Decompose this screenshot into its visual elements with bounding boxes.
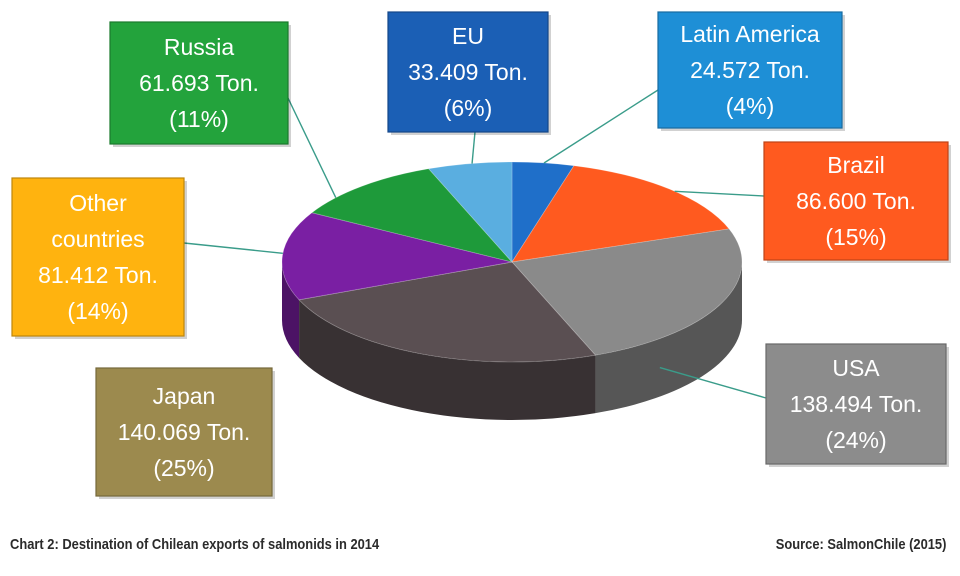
leader-line-eu: [471, 131, 476, 164]
leader-line-russia: [287, 97, 337, 199]
label-box-text-brazil-0: Brazil: [827, 152, 885, 178]
leader-line-latin-america: [543, 89, 659, 164]
label-box-text-latin-america-2: (4%): [726, 93, 775, 119]
leader-line-brazil: [674, 190, 765, 197]
label-box-text-usa-0: USA: [832, 355, 880, 381]
label-box-text-japan-2: (25%): [153, 455, 214, 481]
label-box-text-japan-0: Japan: [153, 383, 216, 409]
label-box-text-other-countries-2: 81.412 Ton.: [38, 262, 158, 288]
label-box-text-latin-america-0: Latin America: [680, 21, 820, 47]
label-box-eu: EU 33.409 Ton. (6%): [387, 11, 551, 135]
label-box-text-eu-0: EU: [452, 23, 484, 49]
chart-source: Source: SalmonChile (2015): [775, 536, 946, 553]
label-box-brazil: Brazil 86.600 Ton. (15%): [763, 141, 951, 263]
label-box-text-russia-1: 61.693 Ton.: [139, 70, 259, 96]
pie-slice-latin-america: [511, 161, 575, 264]
pie-side-usa: [595, 262, 742, 414]
label-box-japan: Japan 140.069 Ton. (25%): [95, 367, 275, 499]
leader-line-usa: [659, 366, 767, 399]
label-box-text-eu-2: (6%): [444, 95, 493, 121]
label-boxes: Russia 61.693 Ton. (11%) EU 33.409 Ton. (6%) L…: [11, 11, 951, 499]
pie-slice-brazil: [511, 165, 730, 263]
label-box-latin-america: Latin America 24.572 Ton. (4%): [657, 11, 845, 131]
pie-top: [281, 161, 743, 363]
label-box-text-other-countries-1: countries: [51, 226, 144, 252]
label-box-usa: USA 138.494 Ton. (24%): [765, 343, 949, 467]
label-box-text-latin-america-1: 24.572 Ton.: [690, 57, 810, 83]
pie-side: [282, 262, 742, 420]
label-box-text-brazil-1: 86.600 Ton.: [796, 188, 916, 214]
chart-footer: Chart 2: Destination of Chilean exports …: [0, 532, 960, 562]
label-box-text-usa-1: 138.494 Ton.: [790, 391, 923, 417]
pie-slice-other-countries: [281, 212, 513, 301]
label-box-text-eu-1: 33.409 Ton.: [408, 59, 528, 85]
label-box-other-countries: Other countries 81.412 Ton. (14%): [11, 177, 187, 339]
pie-slice-japan: [298, 261, 597, 363]
pie-side-japan: [299, 299, 596, 420]
leader-line-other-countries: [183, 242, 283, 254]
leader-lines: [183, 89, 767, 399]
label-box-text-usa-2: (24%): [825, 427, 886, 453]
label-box-text-other-countries-3: (14%): [67, 298, 128, 324]
label-box-russia: Russia 61.693 Ton. (11%): [109, 21, 291, 147]
chart-caption: Chart 2: Destination of Chilean exports …: [10, 536, 380, 553]
pie-side-other-countries: [282, 262, 300, 358]
pie-slice-russia: [310, 168, 514, 263]
pie-slice-eu: [427, 161, 513, 264]
label-box-text-russia-2: (11%): [169, 106, 229, 132]
label-box-text-japan-1: 140.069 Ton.: [118, 419, 251, 445]
label-box-text-russia-0: Russia: [164, 34, 235, 60]
label-box-text-other-countries-0: Other: [69, 190, 127, 216]
pie-slice-usa: [511, 228, 743, 356]
label-box-text-brazil-2: (15%): [825, 224, 886, 250]
